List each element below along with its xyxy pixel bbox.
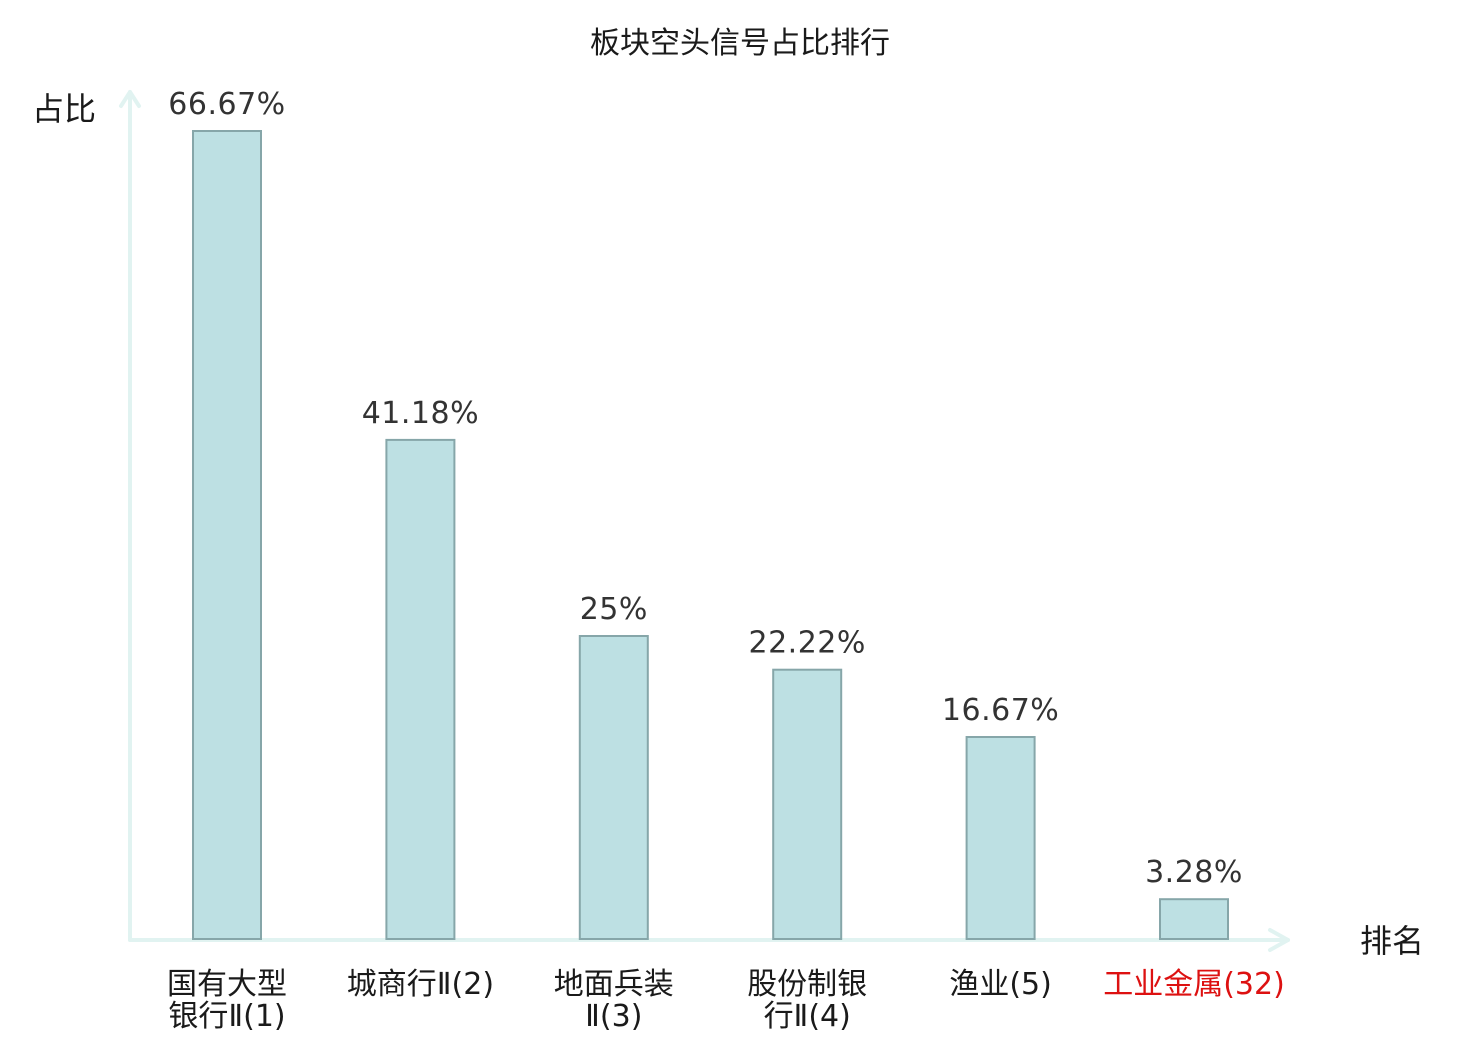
x-tick-label-line: 国有大型 [167, 967, 287, 1002]
x-tick-label: 工业金属(32) [1103, 967, 1285, 1002]
category-labels: 国有大型银行Ⅱ(1) 城商行Ⅱ(2) 地面兵装 Ⅱ(3) 股份制银行Ⅱ(4) 渔业(5) 工… [167, 967, 1285, 1034]
x-axis-label: 排名 [1360, 922, 1424, 960]
x-tick-label: 地面兵装 Ⅱ(3) [554, 967, 674, 1034]
x-tick-label-line: 城商行Ⅱ(2) [347, 967, 494, 1002]
x-tick-label: 股份制银行Ⅱ(4) [747, 967, 867, 1034]
x-tick-label-line: 股份制银 [747, 967, 867, 1002]
chart-title: 板块空头信号占比排行 [590, 26, 890, 61]
y-axis-label: 占比 [32, 90, 96, 128]
bar-value-label: 16.67% [942, 693, 1059, 728]
bar-value-label: 66.67% [168, 87, 285, 122]
bar-value-label: 25% [580, 592, 648, 627]
y-axis-arrow [119, 90, 141, 108]
x-tick-label-line: 行Ⅱ(4) [764, 999, 851, 1034]
bars [192, 130, 1229, 941]
bar [965, 736, 1036, 940]
value-labels: 66.67% 41.18% 25% 22.22% 16.67% 3.28% [168, 87, 1243, 890]
x-tick-label: 渔业(5) [949, 967, 1052, 1002]
x-tick-label-line: 渔业(5) [949, 967, 1052, 1002]
bar [192, 130, 262, 940]
x-tick-label: 城商行Ⅱ(2) [347, 967, 494, 1002]
bar-value-label: 3.28% [1145, 855, 1243, 890]
bar-value-label: 41.18% [362, 396, 479, 431]
axes [119, 90, 1290, 952]
x-axis-arrow [1268, 928, 1290, 952]
x-tick-label: 国有大型银行Ⅱ(1) [167, 967, 287, 1034]
x-tick-label-line: 地面兵装 [554, 967, 674, 1002]
bar [385, 438, 456, 940]
bar [1159, 898, 1229, 941]
x-tick-label-line: 银行Ⅱ(1) [168, 999, 285, 1034]
bar-value-label: 22.22% [749, 626, 866, 661]
bar [578, 635, 649, 940]
x-tick-label-line: 工业金属(32) [1103, 967, 1285, 1002]
x-tick-label-line: Ⅱ(3) [585, 999, 642, 1034]
bar [772, 668, 843, 940]
